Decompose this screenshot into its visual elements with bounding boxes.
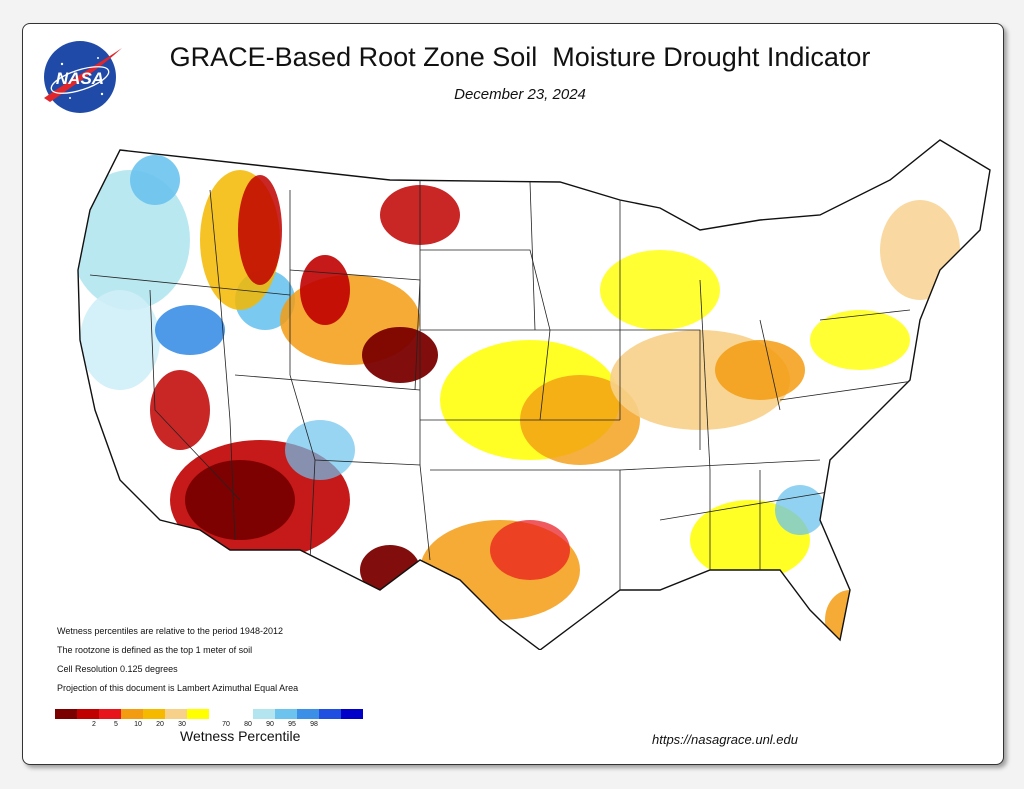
legend: 2 5 10 20 30 70 80 90 95 98 Wetness Percentile — [55, 709, 445, 744]
legend-swatch — [121, 709, 143, 719]
legend-swatch — [165, 709, 187, 719]
nasa-logo-text: NASA — [56, 69, 104, 88]
legend-tick-label: 90 — [266, 721, 274, 728]
legend-swatch — [187, 709, 209, 719]
legend-tick-label: 10 — [134, 721, 142, 728]
legend-swatch — [209, 709, 231, 719]
legend-color-bar — [55, 709, 445, 719]
notes-block: Wetness percentiles are relative to the … — [57, 622, 298, 698]
note-rootzone: The rootzone is defined as the top 1 met… — [57, 645, 253, 655]
legend-tick-label: 80 — [244, 721, 252, 728]
note-period: Wetness percentiles are relative to the … — [57, 626, 283, 636]
legend-tick-label: 20 — [156, 721, 164, 728]
legend-tick-label: 70 — [222, 721, 230, 728]
legend-swatch — [143, 709, 165, 719]
source-url[interactable]: https://nasagrace.unl.edu — [652, 732, 798, 747]
legend-swatch — [319, 709, 341, 719]
legend-tick-label: 98 — [310, 721, 318, 728]
legend-swatch — [99, 709, 121, 719]
legend-swatch — [275, 709, 297, 719]
legend-swatch — [297, 709, 319, 719]
legend-swatch — [55, 709, 77, 719]
legend-swatch — [231, 709, 253, 719]
map-title: GRACE-Based Root Zone Soil Moisture Drou… — [169, 42, 871, 72]
legend-swatch — [341, 709, 363, 719]
us-soil-moisture-map — [77, 139, 991, 650]
map-date: December 23, 2024 — [454, 86, 586, 103]
legend-swatch — [253, 709, 275, 719]
legend-swatch — [77, 709, 99, 719]
legend-ticks: 2 5 10 20 30 70 80 90 95 98 — [55, 719, 445, 731]
nasa-logo: NASA — [40, 40, 124, 114]
legend-tick-label: 30 — [178, 721, 186, 728]
legend-tick-label: 2 — [92, 721, 96, 728]
legend-tick-label: 5 — [114, 721, 118, 728]
note-resolution: Cell Resolution 0.125 degrees — [57, 664, 178, 674]
legend-tick-label: 95 — [288, 721, 296, 728]
note-projection: Projection of this document is Lambert A… — [57, 683, 299, 693]
legend-title: Wetness Percentile — [180, 728, 301, 744]
